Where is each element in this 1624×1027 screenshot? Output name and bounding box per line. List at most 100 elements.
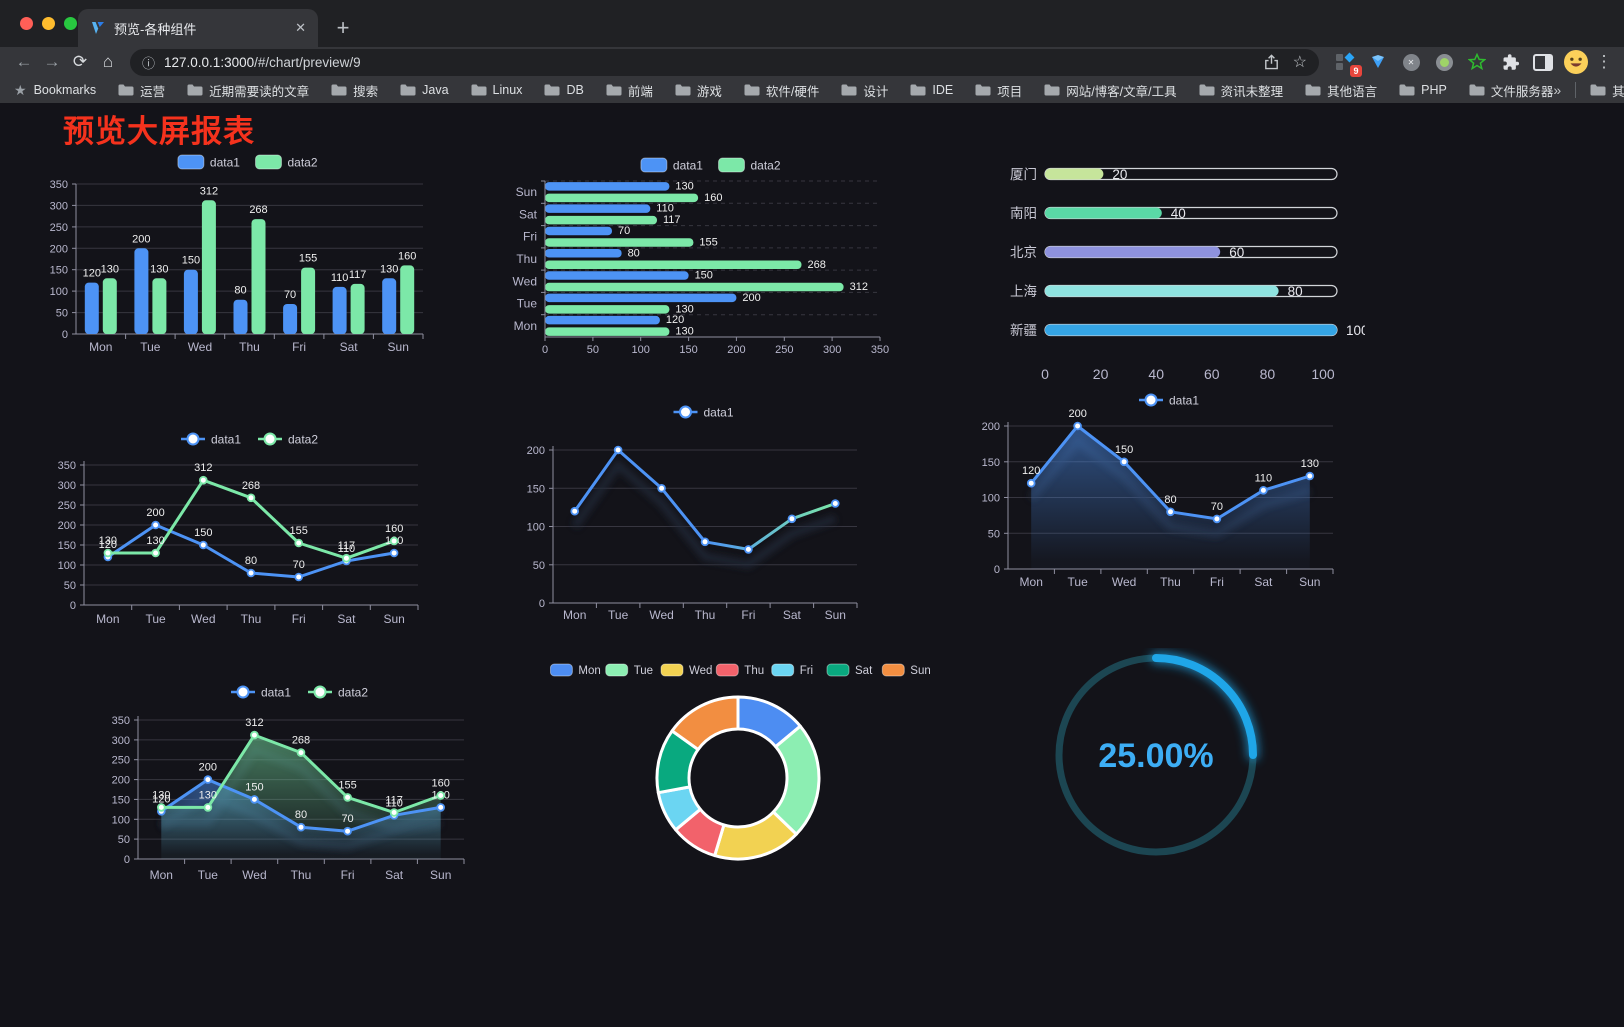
folder-icon <box>400 84 416 96</box>
bookmark-label: 其他语言 <box>1327 84 1378 99</box>
svg-text:160: 160 <box>432 777 450 789</box>
svg-text:Mon: Mon <box>150 868 173 882</box>
window-zoom-button[interactable] <box>64 17 77 30</box>
svg-text:300: 300 <box>823 344 841 356</box>
bookmark-label: 前端 <box>627 84 653 99</box>
svg-text:110: 110 <box>1255 472 1273 484</box>
bookmark-label: 游戏 <box>696 84 722 99</box>
bookmark-label: 文件服务器 <box>1490 84 1554 99</box>
svg-text:100: 100 <box>982 493 1000 505</box>
bookmark-folder[interactable]: 资讯未整理 <box>1199 81 1284 100</box>
chart-donut-pie[interactable]: Mon Tue Wed Thu Fri Sat Sun <box>549 658 931 963</box>
extension-gem-icon[interactable] <box>1366 50 1390 74</box>
bookmark-folder[interactable]: Java <box>400 83 449 97</box>
bookmark-folder[interactable]: 游戏 <box>675 81 722 100</box>
svg-text:Sun: Sun <box>516 185 537 199</box>
chart-gradient-line[interactable]: data1 0 50 100 150 200 Mon Tue Wed Thu Fri Sat Sun <box>505 398 873 626</box>
chart-area-line[interactable]: data1 0 50 100 150 200 Mon Tue Wed Thu Fri Sat Sun 12… <box>975 388 1350 600</box>
folder-icon <box>331 84 347 96</box>
svg-text:data1: data1 <box>673 158 703 172</box>
profile-avatar[interactable] <box>1564 50 1588 74</box>
extensions-puzzle-icon[interactable] <box>1498 50 1522 74</box>
svg-text:Fri: Fri <box>292 340 306 354</box>
extension-record-icon[interactable] <box>1432 50 1456 74</box>
tab-title: 预览-各种组件 <box>114 21 197 37</box>
favicon-icon <box>90 21 106 35</box>
chart-grouped-bar[interactable]: data1 data2 0 50 100 150 200 250 300 350 Mon 120 130… <box>38 148 450 363</box>
svg-text:data1: data1 <box>261 685 291 699</box>
bookmark-label: Linux <box>492 83 523 97</box>
chart-horizontal-bar[interactable]: data1 data2 0 50 100 150 200 250 300 350 Sun 130 160… <box>502 151 894 366</box>
svg-text:150: 150 <box>194 527 212 539</box>
back-icon[interactable]: ← <box>15 52 33 71</box>
svg-text:110: 110 <box>656 203 674 215</box>
forward-icon[interactable]: → <box>43 52 61 71</box>
svg-text:Thu: Thu <box>239 340 260 354</box>
svg-text:Thu: Thu <box>291 868 312 882</box>
reload-icon[interactable]: ⟳ <box>72 52 88 71</box>
svg-text:100: 100 <box>1311 366 1335 382</box>
svg-text:Mon: Mon <box>514 319 537 333</box>
svg-text:200: 200 <box>112 775 130 787</box>
address-bar[interactable]: ⓘ 127.0.0.1:3000 /#/chart/preview/9 ☆ <box>130 48 1319 76</box>
bookmark-star-icon[interactable]: ☆ <box>1292 54 1307 71</box>
svg-text:Fri: Fri <box>292 612 306 626</box>
bookmark-folder[interactable]: 搜索 <box>331 81 378 100</box>
bookmarks-root[interactable]: ★ Bookmarks <box>14 82 96 99</box>
svg-text:50: 50 <box>64 580 76 592</box>
bookmark-folder[interactable]: DB <box>544 83 584 97</box>
bookmark-folder[interactable]: 项目 <box>975 81 1022 100</box>
svg-text:data2: data2 <box>338 685 368 699</box>
bookmark-folder[interactable]: PHP <box>1399 83 1447 97</box>
svg-text:130: 130 <box>150 263 168 275</box>
bookmark-folder[interactable]: IDE <box>910 83 953 97</box>
menu-kebab-icon[interactable]: ⋮ <box>1595 52 1613 71</box>
extension-star-icon[interactable] <box>1465 50 1489 74</box>
svg-text:70: 70 <box>293 559 305 571</box>
svg-text:150: 150 <box>112 794 130 806</box>
extension-grid-icon[interactable]: 9 <box>1333 50 1362 77</box>
bookmark-folder[interactable]: Linux <box>471 83 523 97</box>
sidebar-toggle-icon[interactable] <box>1531 50 1555 74</box>
bookmarks-label: Bookmarks <box>33 83 97 97</box>
chart-two-area[interactable]: data1 data2 0 50 100 150 200 250 300 350 Mon Tue Wed… <box>96 675 478 893</box>
chart-two-line[interactable]: data1 data2 0 50 100 150 200 250 300 350 Mon Tue Wed… <box>42 425 424 640</box>
tab-close-icon[interactable]: ✕ <box>295 20 306 35</box>
bookmark-label: 资讯未整理 <box>1220 84 1284 99</box>
bookmark-folder[interactable]: 前端 <box>606 81 653 100</box>
site-info-icon[interactable]: ⓘ <box>142 55 156 71</box>
svg-text:Tue: Tue <box>145 612 166 626</box>
svg-text:新疆: 新疆 <box>1010 323 1037 338</box>
new-tab-button[interactable]: + <box>336 15 350 40</box>
extension-circle-icon[interactable]: ✕ <box>1399 50 1423 74</box>
svg-text:Tue: Tue <box>1068 575 1089 589</box>
bookmarks-overflow-icon[interactable]: » <box>1553 82 1562 98</box>
other-bookmarks-folder[interactable]: 其他书签 <box>1590 81 1624 100</box>
bookmark-folder[interactable]: 网站/博客/文章/工具 <box>1044 81 1177 100</box>
svg-text:150: 150 <box>679 344 697 356</box>
svg-text:200: 200 <box>58 520 76 532</box>
share-icon[interactable] <box>1264 54 1279 70</box>
svg-text:50: 50 <box>988 528 1000 540</box>
svg-text:Fri: Fri <box>523 230 537 244</box>
bookmark-folder[interactable]: 运营 <box>118 81 165 100</box>
browser-tab[interactable]: 预览-各种组件 ✕ <box>78 9 318 47</box>
bookmark-folder[interactable]: 设计 <box>841 81 888 100</box>
chart-gauge[interactable]: 25.00% <box>1040 648 1275 883</box>
folder-icon <box>1044 84 1060 96</box>
bookmark-folder[interactable]: 其他语言 <box>1305 81 1377 100</box>
bookmark-folder[interactable]: 文件服务器 <box>1469 81 1554 100</box>
chart-city-progress[interactable]: 厦门 20 南阳 40 北京 60 上海 80 新疆 100 0 20 40 60 80 100 <box>985 155 1369 390</box>
window-close-button[interactable] <box>20 17 33 30</box>
window-minimize-button[interactable] <box>42 17 55 30</box>
svg-text:25.00%: 25.00% <box>1098 737 1213 775</box>
svg-text:350: 350 <box>112 715 130 727</box>
browser-tabstrip: 预览-各种组件 ✕ + <box>0 0 1624 47</box>
home-icon[interactable]: ⌂ <box>102 52 114 71</box>
svg-text:250: 250 <box>58 500 76 512</box>
bookmark-folder[interactable]: 近期需要读的文章 <box>187 81 309 100</box>
svg-text:40: 40 <box>1148 366 1164 382</box>
svg-text:100: 100 <box>632 344 650 356</box>
bookmark-folder[interactable]: 软件/硬件 <box>744 81 819 100</box>
svg-text:160: 160 <box>704 192 722 204</box>
